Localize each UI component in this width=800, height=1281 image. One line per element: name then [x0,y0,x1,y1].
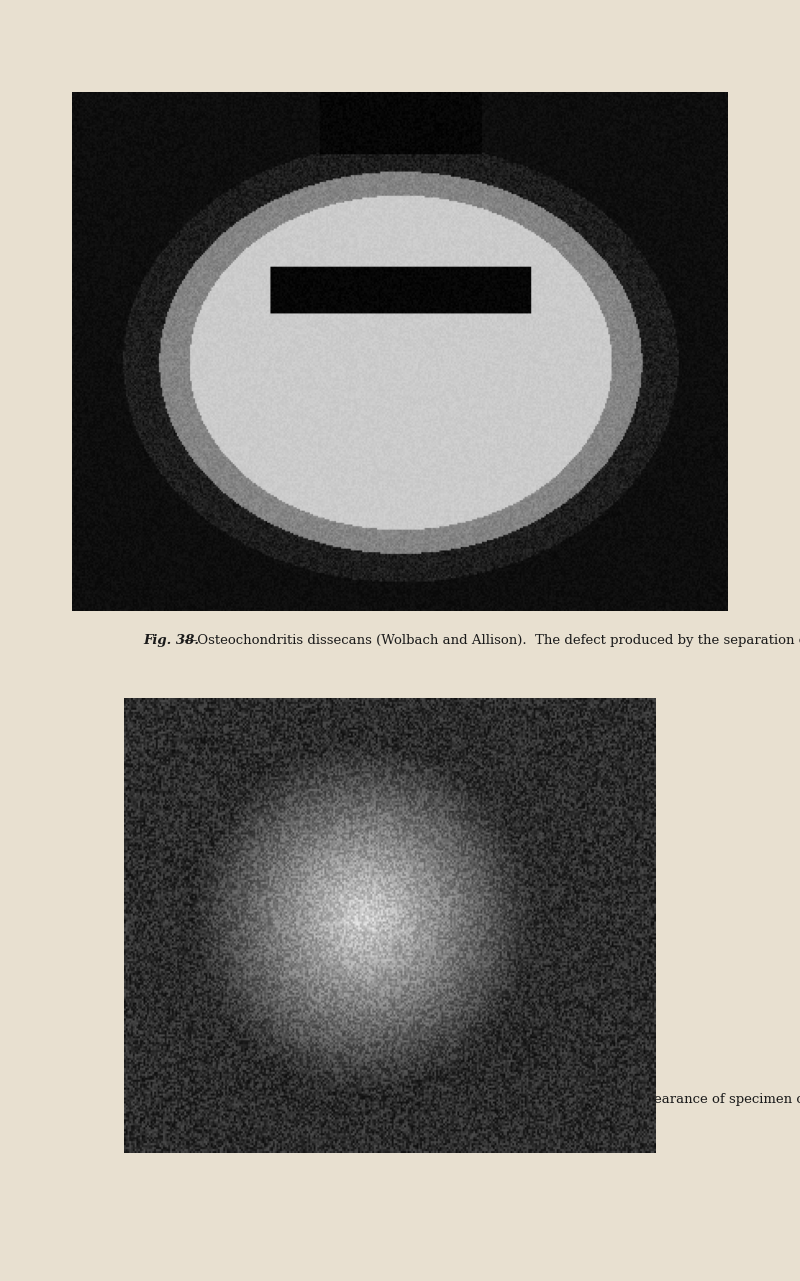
Text: Fig. 39.: Fig. 39. [143,1093,199,1106]
Text: —Osteochondritis dissecans (Wolbach and Allison).  The defect produced by the se: —Osteochondritis dissecans (Wolbach and … [184,634,800,647]
Text: —Loose body in the knee-joint.  Osteochondritis dissecans.  Gross appearance of : —Loose body in the knee-joint. Osteochon… [184,1093,800,1106]
Text: ORTHOPEDIC SURGERY: ORTHOPEDIC SURGERY [313,190,507,204]
Text: Fig. 38.: Fig. 38. [143,634,199,647]
Text: 44: 44 [143,190,163,204]
